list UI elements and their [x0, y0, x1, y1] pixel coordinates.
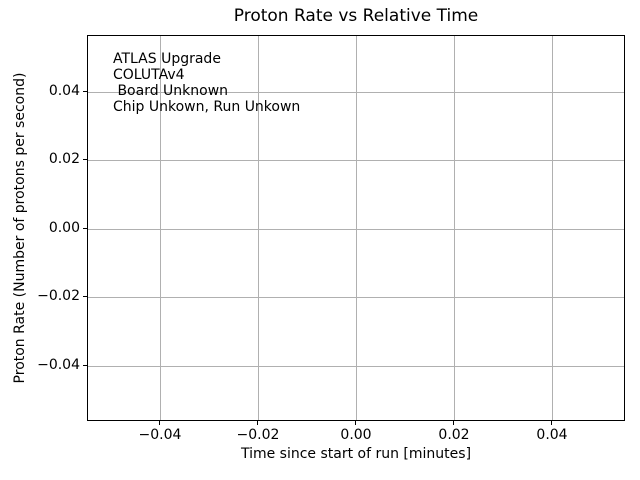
y-tick-mark	[83, 365, 87, 366]
x-tick-label: 0.00	[340, 427, 372, 443]
gridline-vertical	[552, 36, 553, 420]
x-tick-mark	[159, 421, 160, 425]
x-tick-mark	[257, 421, 258, 425]
gridline-horizontal	[88, 160, 624, 161]
gridline-horizontal	[88, 297, 624, 298]
gridline-vertical	[160, 36, 161, 420]
x-tick-label: 0.04	[536, 427, 568, 443]
gridline-vertical	[454, 36, 455, 420]
x-tick-mark	[453, 421, 454, 425]
y-axis-label: Proton Rate (Number of protons per secon…	[12, 72, 28, 384]
x-axis-label: Time since start of run [minutes]	[240, 446, 472, 462]
x-tick-label: 0.02	[438, 427, 470, 443]
annotation-line-board: Board Unknown	[113, 83, 229, 99]
y-tick-label: 0.00	[48, 220, 80, 236]
y-tick-mark	[83, 228, 87, 229]
y-tick-mark	[83, 91, 87, 92]
y-tick-mark	[83, 159, 87, 160]
gridline-horizontal	[88, 92, 624, 93]
gridline-vertical	[258, 36, 259, 420]
y-tick-label: −0.02	[37, 288, 80, 304]
annotation-line-chip-version: COLUTAv4	[113, 67, 185, 83]
x-tick-label: −0.02	[236, 427, 280, 443]
annotation-line-experiment: ATLAS Upgrade	[113, 51, 221, 67]
x-tick-label: −0.04	[138, 427, 182, 443]
chart-title: Proton Rate vs Relative Time	[233, 6, 479, 26]
x-tick-mark	[355, 421, 356, 425]
gridline-horizontal	[88, 366, 624, 367]
y-tick-mark	[83, 296, 87, 297]
x-tick-mark	[551, 421, 552, 425]
y-tick-label: −0.04	[37, 357, 80, 373]
annotation-block: ATLAS Upgrade COLUTAv4 Board Unknown Chi…	[113, 51, 300, 115]
gridline-vertical	[356, 36, 357, 420]
y-tick-label: 0.02	[48, 151, 80, 167]
gridline-horizontal	[88, 229, 624, 230]
annotation-line-chip-run: Chip Unkown, Run Unkown	[113, 99, 301, 115]
plot-area: ATLAS Upgrade COLUTAv4 Board Unknown Chi…	[87, 35, 625, 421]
y-tick-label: 0.04	[48, 83, 80, 99]
